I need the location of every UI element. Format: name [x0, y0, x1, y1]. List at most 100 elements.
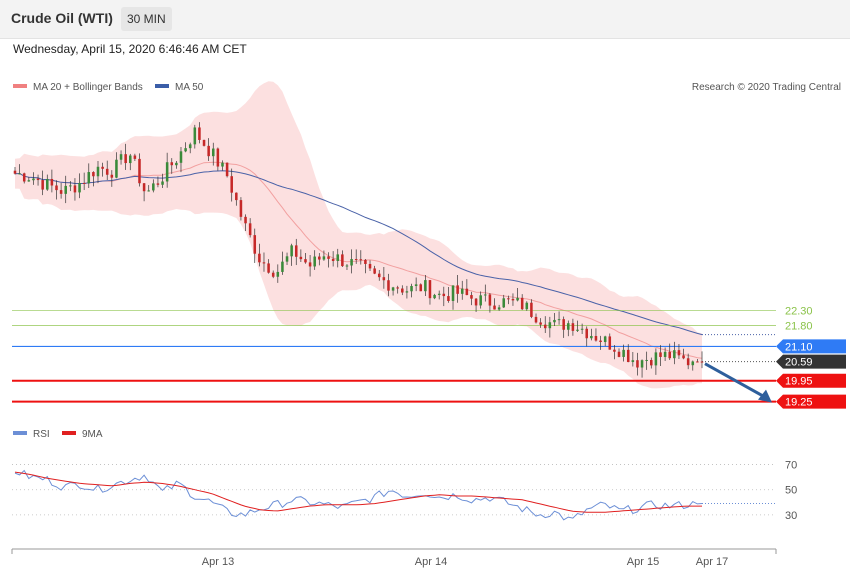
- candle-body: [534, 316, 538, 323]
- candle-body: [207, 145, 210, 157]
- candle-body: [179, 151, 183, 163]
- ma50-legend-label: MA 50: [175, 82, 204, 93]
- rsi-tick-70: 70: [785, 460, 797, 472]
- candle-body: [13, 170, 17, 174]
- price-legend: MA 20 + Bollinger Bands MA 50 Research ©…: [13, 82, 841, 93]
- candle-body: [46, 178, 49, 190]
- candle-body: [456, 285, 459, 294]
- candle-body: [59, 190, 63, 194]
- candle-body: [341, 254, 344, 267]
- candle-body: [110, 174, 114, 178]
- rsi-legend-swatch: [13, 431, 27, 435]
- candle-body: [87, 172, 91, 184]
- candle-body: [193, 127, 197, 145]
- candle-body: [327, 256, 330, 259]
- forecast-arrow-head: [758, 389, 772, 403]
- candle-body: [377, 273, 381, 278]
- ma20-legend-label: MA 20 + Bollinger Bands: [33, 82, 143, 93]
- candle-body: [622, 349, 625, 357]
- rsi-legend-label: RSI: [33, 429, 50, 440]
- level-19-95-label: 19.95: [785, 376, 813, 388]
- level-21-10-label: 21.10: [785, 341, 813, 353]
- candle-body: [696, 361, 699, 363]
- candle-body: [92, 172, 95, 177]
- x-tick-label: Apr 14: [415, 556, 447, 568]
- candle-body: [267, 263, 270, 273]
- level-21-10-flag: [776, 339, 846, 354]
- candle-body: [557, 319, 561, 321]
- candle-body: [562, 319, 565, 330]
- candle-body: [493, 305, 496, 310]
- candle-body: [105, 168, 109, 175]
- candle-body: [359, 259, 363, 261]
- instrument-title: Crude Oil (WTI): [11, 10, 113, 26]
- candle-body: [543, 324, 547, 329]
- level-19-25-label: 19.25: [785, 397, 813, 409]
- candle-body: [322, 256, 326, 260]
- candle-body: [101, 166, 104, 169]
- candle-body: [451, 285, 455, 301]
- candle-body: [336, 254, 340, 262]
- candle-body: [368, 263, 372, 269]
- candle-body: [318, 256, 321, 260]
- candle-body: [668, 351, 671, 359]
- candle-body: [239, 200, 243, 217]
- candle-body: [244, 216, 247, 224]
- candle-body: [590, 335, 593, 339]
- candle-body: [502, 298, 506, 308]
- timeframe-button[interactable]: 30 MIN: [121, 7, 172, 31]
- candle-body: [271, 272, 275, 277]
- candle-body: [96, 166, 100, 177]
- candle-body: [650, 359, 653, 366]
- candle-body: [682, 355, 685, 359]
- candle-body: [382, 277, 386, 281]
- level-19-95-flag: [776, 373, 846, 388]
- candle-body: [22, 173, 26, 182]
- candle-body: [673, 350, 676, 359]
- candle-body: [396, 287, 399, 289]
- candle-body: [308, 262, 312, 267]
- level-19-25-flag: [776, 394, 846, 409]
- candle-body: [221, 162, 224, 167]
- candle-body: [285, 256, 289, 262]
- rsi-panel: 70 50 30: [12, 460, 797, 522]
- candle-body: [235, 192, 238, 201]
- candle-body: [419, 284, 423, 292]
- candle-body: [165, 162, 169, 182]
- candle-body: [645, 359, 648, 361]
- candle-body: [640, 360, 644, 368]
- candle-body: [142, 183, 146, 192]
- candle-body: [133, 155, 137, 159]
- candle-body: [428, 280, 432, 299]
- candle-body: [156, 183, 160, 185]
- candle-body: [170, 162, 174, 166]
- candle-body: [184, 148, 187, 152]
- candle-body: [313, 256, 316, 267]
- level-20-59-label: 20.59: [785, 357, 813, 369]
- candle-body: [580, 328, 584, 330]
- level-22-30-label: 22.30: [785, 306, 813, 318]
- x-tick-label: Apr 15: [627, 556, 659, 568]
- candle-body: [516, 297, 519, 301]
- moving-averages: [14, 161, 703, 359]
- price-levels: 22.30 21.80 21.10 20.59 19.95 19.25: [12, 306, 846, 409]
- candle-body: [525, 302, 529, 310]
- candle-body: [202, 139, 206, 146]
- level-20-59-flag: [776, 354, 846, 369]
- candle-body: [175, 162, 178, 166]
- candle-body: [119, 154, 123, 160]
- candle-body: [73, 185, 77, 193]
- candle-body: [488, 294, 492, 306]
- candle-body: [115, 159, 118, 178]
- time-axis: Apr 13 Apr 14 Apr 15 Apr 17: [11, 548, 777, 568]
- candle-body: [391, 287, 395, 291]
- candle-body: [686, 358, 690, 366]
- candle-body: [433, 294, 436, 299]
- candle-body: [613, 349, 616, 352]
- candle-body: [437, 293, 441, 295]
- candle-body: [188, 144, 192, 149]
- candle-body: [659, 352, 662, 357]
- candle-body: [511, 298, 515, 301]
